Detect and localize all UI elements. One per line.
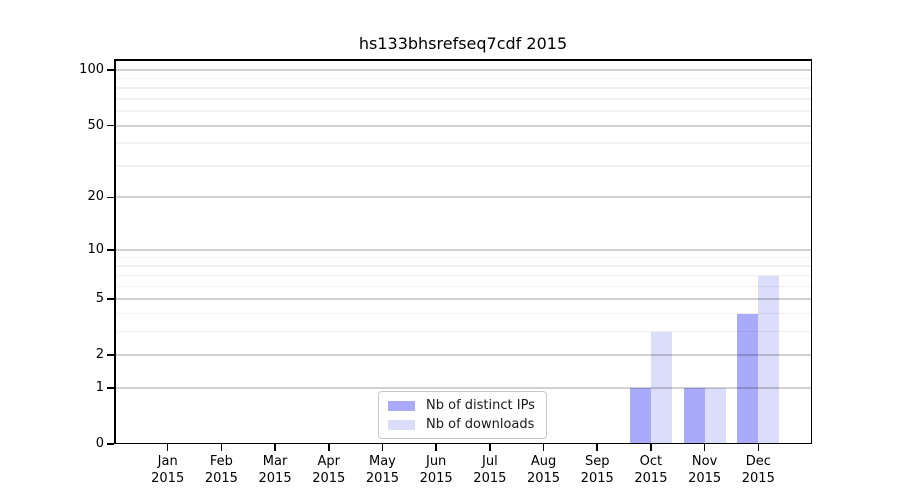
x-tick [703,444,706,451]
y-gridline-major [114,248,812,251]
plot-area: 0 1 2 5 10 20 50 100 Jan 2015 Feb 2015 Mar 2015 Apr… [79,59,812,486]
x-tick-label: Sep 2015 [580,454,614,486]
y-gridline-minor [114,285,812,288]
y-gridline-minor [114,110,812,112]
x-tick-label: Nov 2015 [688,454,722,486]
x-tick-label: May 2015 [365,454,399,486]
x-tick [220,444,223,451]
legend-item-distinct-ips: Nb of distinct IPs [388,397,535,414]
y-tick-label: 100 [79,62,104,78]
legend-label: Nb of distinct IPs [426,398,535,413]
y-gridline-major [114,354,812,357]
y-tick [107,249,114,251]
y-tick-label: 10 [87,241,104,257]
y-gridline-minor [114,142,812,144]
y-gridline-minor [114,98,812,100]
y-tick [107,354,114,356]
y-gridline-minor [114,87,812,89]
y-tick-label: 5 [95,290,104,306]
y-tick [107,298,114,300]
x-tick-label: Mar 2015 [258,454,292,486]
legend-item-downloads: Nb of downloads [388,416,535,433]
x-tick-label: Jun 2015 [419,454,453,486]
x-tick-label: Apr 2015 [312,454,346,486]
bar-distinct-ips [737,313,759,444]
y-tick-label: 0 [95,436,104,451]
x-tick [381,444,384,451]
bar-distinct-ips [683,387,705,444]
y-tick [107,69,114,71]
y-tick [107,196,114,199]
y-gridline-minor [114,265,812,267]
y-tick-label: 50 [87,117,104,133]
y-gridline-major [114,69,812,72]
x-tick-label: Jul 2015 [473,454,507,486]
downloads-swatch-icon [388,419,415,430]
legend: Nb of distinct IPs Nb of downloads [378,391,547,439]
y-tick [107,124,114,127]
y-tick-label: 20 [87,189,104,205]
x-tick-label: Aug 2015 [526,454,561,486]
y-tick [107,387,114,389]
y-gridline-minor [114,312,812,315]
x-tick-label: Feb 2015 [204,454,238,486]
x-tick-label: Oct 2015 [634,454,668,486]
x-tick-label: Jan 2015 [151,454,185,486]
y-gridline-major [114,124,812,127]
spine-left [114,59,116,444]
spine-right [810,59,812,444]
bar-downloads [650,331,672,444]
x-tick [274,444,276,451]
y-gridline-minor [114,77,812,80]
y-tick-label: 2 [95,347,104,363]
x-tick [650,444,652,451]
y-gridline-major [114,297,812,300]
bar-distinct-ips [629,387,651,444]
x-tick [328,444,330,451]
y-gridline-minor [114,256,812,259]
x-tick [596,444,598,451]
legend-label: Nb of downloads [426,417,535,432]
bar-downloads [704,387,726,444]
x-tick [542,444,545,451]
y-gridline-minor [114,165,812,167]
x-tick [435,444,437,451]
y-tick [107,443,114,445]
bar-downloads [758,275,780,444]
y-gridline-minor [114,330,812,333]
y-gridline-major [114,386,812,389]
y-gridline-minor [114,274,812,277]
y-gridline-major [114,196,812,199]
distinct-ips-swatch-icon [388,400,415,411]
x-tick-label: Dec 2015 [741,454,775,486]
x-tick [489,444,491,451]
spine-top [114,59,812,61]
spine-bottom [114,442,812,444]
y-tick-label: 1 [95,379,104,395]
x-tick [757,444,760,451]
chart-title: hs133bhsrefseq7cdf 2015 [358,34,568,53]
x-tick [166,444,169,451]
